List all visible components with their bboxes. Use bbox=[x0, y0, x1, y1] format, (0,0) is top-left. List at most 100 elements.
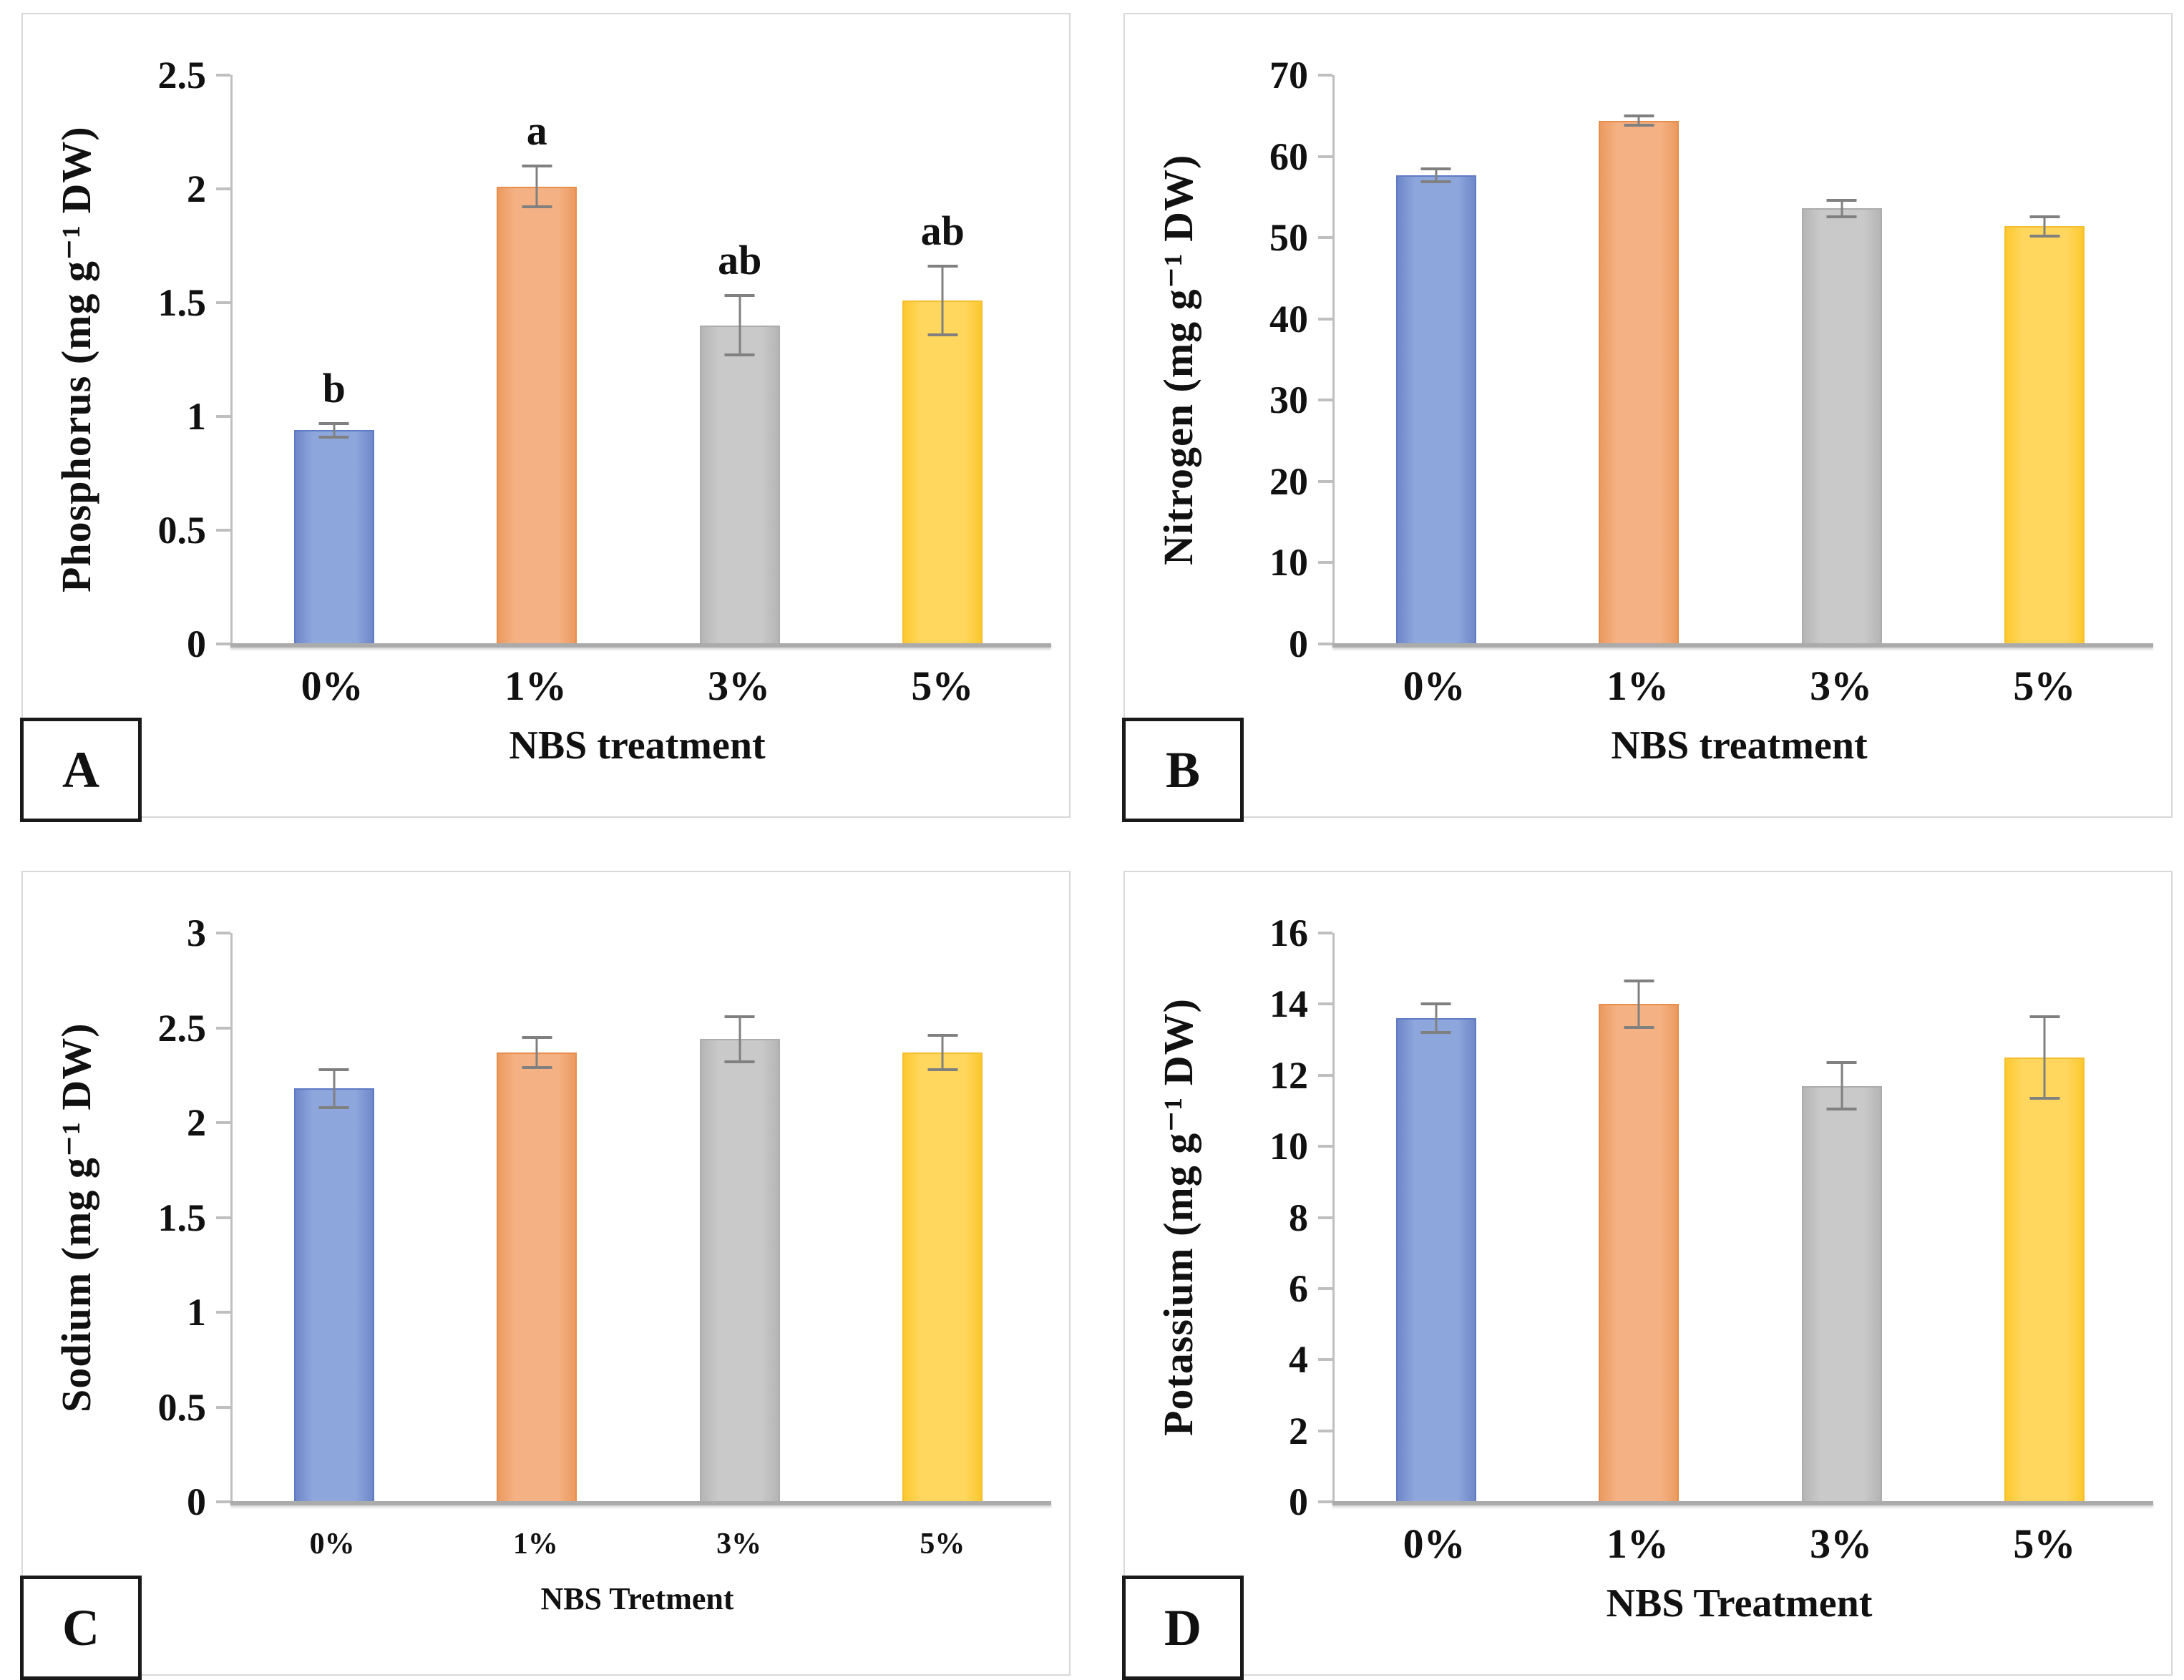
y-axis-ticks: 0 10 20 30 40 50 60 70 bbox=[1222, 56, 1332, 663]
y-tick-label: 10 bbox=[1269, 1125, 1308, 1168]
error-bar bbox=[1826, 198, 1857, 218]
plot-area: b a ab ab bbox=[230, 75, 1051, 648]
y-tick-label: 2 bbox=[187, 1101, 206, 1145]
error-bar bbox=[724, 1015, 755, 1064]
y-tick-label: 3 bbox=[187, 912, 206, 954]
bar bbox=[293, 430, 374, 644]
bar-group-3%: ab bbox=[638, 75, 842, 644]
error-cap-bottom bbox=[1624, 1025, 1654, 1029]
y-tick-mark bbox=[216, 187, 230, 190]
y-tick-mark bbox=[216, 1500, 230, 1503]
y-tick: 8 bbox=[1289, 1198, 1332, 1237]
y-tick-label: 14 bbox=[1269, 982, 1308, 1026]
x-tick-label: 5% bbox=[2013, 663, 2076, 709]
bar-group-5% bbox=[1944, 75, 2147, 644]
panel-letter: D bbox=[1164, 1598, 1201, 1656]
x-tick-label: 0% bbox=[1403, 1520, 1466, 1567]
x-tick-label: 0% bbox=[301, 663, 364, 709]
error-cap-top bbox=[724, 1015, 755, 1018]
x-axis-title: NBS Tretment bbox=[540, 1581, 734, 1616]
error-cap-bottom bbox=[1420, 180, 1451, 183]
panel-letter: B bbox=[1165, 741, 1201, 799]
y-tick-mark bbox=[1318, 1500, 1332, 1503]
error-cap-top bbox=[927, 1034, 958, 1037]
y-tick-label: 0.5 bbox=[157, 509, 207, 552]
error-cap-top bbox=[522, 165, 552, 168]
y-tick: 0 bbox=[1289, 1483, 1332, 1521]
y-tick-mark bbox=[216, 1121, 230, 1125]
y-tick-label: 16 bbox=[1269, 912, 1308, 954]
error-cap-top bbox=[1826, 1061, 1857, 1065]
y-tick: 20 bbox=[1269, 462, 1332, 501]
error-bar bbox=[318, 421, 349, 439]
error-bar bbox=[927, 1034, 958, 1071]
y-tick-label: 6 bbox=[1289, 1266, 1308, 1310]
error-cap-top bbox=[724, 294, 755, 298]
y-tick: 1 bbox=[187, 397, 230, 436]
y-axis-title: Potassium (mg g⁻¹ DW) bbox=[1155, 998, 1201, 1437]
error-cap-bottom bbox=[2029, 234, 2060, 238]
y-tick-label: 4 bbox=[1289, 1338, 1308, 1382]
bar-group-0% bbox=[233, 933, 436, 1502]
error-bar bbox=[1624, 980, 1654, 1029]
x-axis-tick-labels: 0% 1% 3% 5% bbox=[1332, 644, 2146, 724]
x-axis-title: NBS treatment bbox=[509, 723, 766, 768]
error-cap-top bbox=[1624, 980, 1654, 983]
y-tick-mark bbox=[1318, 1002, 1332, 1006]
y-tick: 10 bbox=[1269, 543, 1332, 582]
error-cap-top bbox=[2029, 215, 2060, 218]
bar-group-0% bbox=[1335, 75, 1538, 644]
error-cap-bottom bbox=[927, 1068, 958, 1071]
error-cap-top bbox=[1420, 1002, 1451, 1006]
y-tick-label: 0 bbox=[187, 622, 206, 665]
panel-d: Potassium (mg g⁻¹ DW) 0 2 4 6 8 10 12 14 16 0% 1%… bbox=[1122, 871, 2173, 1680]
bar-group-1% bbox=[1538, 75, 1741, 644]
bar-group-1% bbox=[436, 933, 639, 1502]
x-axis-tick-labels: 0% 1% 3% 5% bbox=[230, 644, 1044, 724]
chart-area-c: Sodium (mg g⁻¹ DW) 0 0.5 1 1.5 2 2.5 3 0% 1% 3% 5… bbox=[34, 914, 1051, 1616]
y-tick: 16 bbox=[1269, 914, 1332, 952]
y-tick: 0.5 bbox=[158, 1388, 230, 1427]
error-cap-top bbox=[1624, 114, 1654, 117]
y-tick: 12 bbox=[1269, 1056, 1332, 1095]
chart-area-d: Potassium (mg g⁻¹ DW) 0 2 4 6 8 10 12 14 16 0% 1%… bbox=[1136, 914, 2153, 1626]
y-tick-label: 70 bbox=[1269, 54, 1308, 97]
y-tick-mark bbox=[1318, 1286, 1332, 1290]
error-cap-bottom bbox=[522, 205, 552, 209]
bar-group-1% bbox=[1538, 933, 1741, 1502]
bar bbox=[1801, 1085, 1882, 1502]
y-tick-mark bbox=[216, 529, 230, 532]
bar-group-3% bbox=[1740, 933, 1944, 1502]
bar-group-5% bbox=[1944, 933, 2147, 1502]
panel-label-box: B bbox=[1122, 718, 1244, 822]
error-bar bbox=[724, 294, 755, 357]
bar bbox=[497, 186, 577, 644]
bar bbox=[2004, 1057, 2085, 1502]
y-tick-label: 1 bbox=[187, 1291, 206, 1334]
y-tick: 0.5 bbox=[157, 509, 230, 552]
plot-area bbox=[230, 933, 1051, 1505]
bar bbox=[1395, 1018, 1476, 1502]
y-tick-label: 0 bbox=[1289, 1480, 1308, 1523]
error-cap-top bbox=[1826, 198, 1857, 202]
y-tick: 0 bbox=[1289, 625, 1332, 663]
bar-group-5% bbox=[842, 933, 1045, 1502]
x-tick-label: 5% bbox=[920, 1528, 965, 1561]
panel-letter: A bbox=[62, 741, 99, 799]
y-axis-title: Phosphorus (mg g⁻¹ DW) bbox=[53, 126, 99, 593]
error-bar bbox=[1624, 114, 1654, 127]
y-tick-mark bbox=[216, 1026, 230, 1030]
y-tick-mark bbox=[1318, 74, 1332, 77]
significance-letter: ab bbox=[718, 237, 762, 284]
error-cap-top bbox=[522, 1035, 552, 1039]
error-bar bbox=[1826, 1061, 1857, 1110]
error-cap-top bbox=[318, 421, 349, 425]
y-tick-label: 2 bbox=[187, 167, 206, 210]
error-bar bbox=[1420, 167, 1451, 183]
x-tick-label: 0% bbox=[1403, 663, 1466, 709]
error-cap-bottom bbox=[1826, 215, 1857, 218]
error-cap-bottom bbox=[1826, 1107, 1857, 1110]
y-tick-label: 1.5 bbox=[157, 281, 207, 324]
y-tick-label: 2.5 bbox=[157, 1006, 207, 1050]
bar bbox=[1395, 175, 1476, 644]
